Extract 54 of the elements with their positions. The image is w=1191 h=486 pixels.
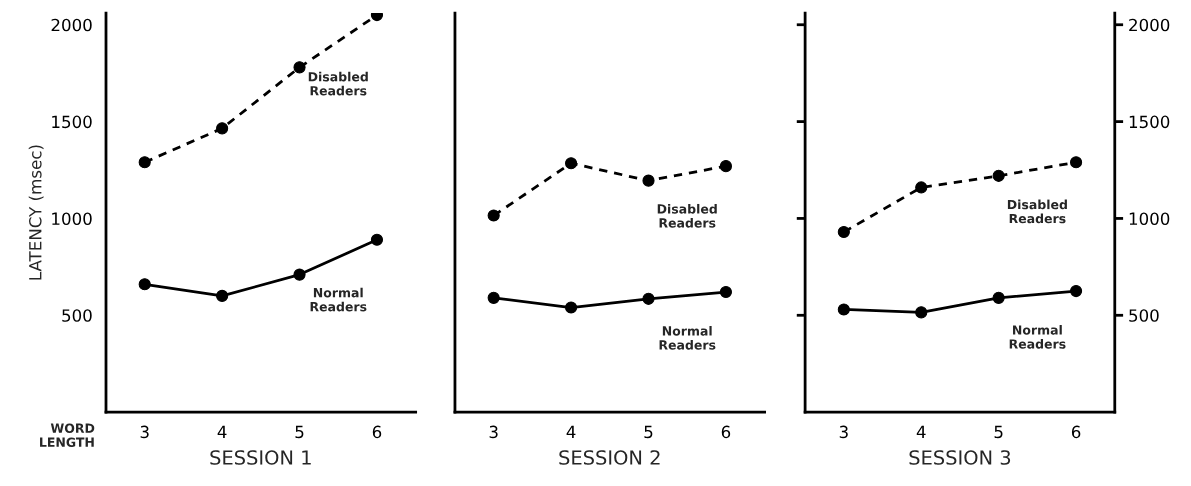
point [138,278,151,291]
series-label: Normal Readers [1009,325,1066,349]
x-tick-label: 6 [372,425,382,439]
point [837,225,850,239]
x-tick-label: 4 [916,425,926,438]
point [293,61,306,74]
series-label: Normal Readers [310,287,367,312]
x-tick-label: 5 [994,425,1003,439]
point [719,160,732,173]
point [216,122,229,135]
point [216,289,229,302]
y-tick-label: 500 [62,309,92,322]
y-tick-label: 1000 [52,212,92,225]
point [642,292,655,305]
point [1069,285,1083,298]
y-tick-label: 1500 [52,115,92,129]
x-tick-label: 3 [839,425,848,439]
point [1069,156,1083,169]
x-tick-label: 4 [217,425,227,438]
x-tick-label: 3 [140,425,149,439]
y2-tick-label: 1000 [1129,212,1170,225]
x-axis-title: SESSION 1 [210,450,311,465]
series-label: Disabled Readers [308,71,368,96]
point [565,301,578,314]
series-label: Disabled Readers [657,203,717,228]
y2-tick-label: 2000 [1129,18,1170,32]
point [293,268,306,281]
point [837,303,850,316]
point [642,174,655,187]
x-tick-label: 3 [489,425,498,439]
y2-tick-label: 500 [1129,309,1159,322]
point [992,291,1005,304]
x-tick-label: 5 [644,425,653,439]
x-axis-title: SESSION 3 [909,450,1011,465]
y2-tick-label: 1500 [1129,115,1170,129]
point [915,181,928,194]
text: WORD LENGTH [40,423,95,447]
point [487,209,500,222]
y-tick-label: 2000 [51,18,92,32]
point [138,156,151,169]
point [565,157,578,170]
point [370,233,384,246]
point [915,306,928,319]
point [719,285,732,299]
series-label: Normal Readers [659,325,716,350]
point [487,291,500,304]
x-tick-label: 4 [566,425,576,438]
series-label: Disabled Readers [1007,199,1067,224]
point [992,169,1005,182]
x-axis-title: SESSION 2 [559,450,660,465]
x-tick-label: 6 [721,425,731,439]
x-tick-label: 6 [1071,425,1081,439]
y-axis-title: LATENCY (msec) [28,145,44,280]
x-tick-label: 5 [295,425,304,439]
